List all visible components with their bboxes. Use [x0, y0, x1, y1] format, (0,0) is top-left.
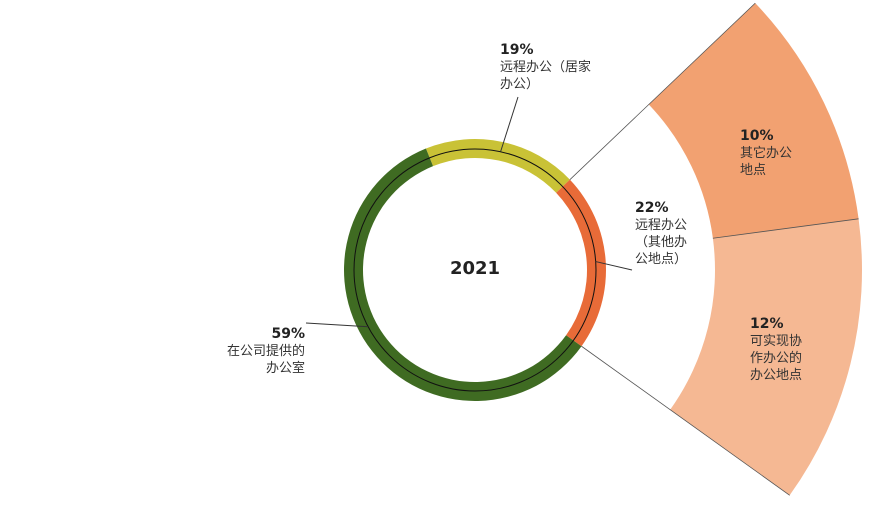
pct: 19% — [500, 42, 534, 58]
donut-slice — [425, 138, 570, 193]
leader-line — [595, 261, 633, 271]
label-other-remote: 22% 远程办公 （其他办 公地点） — [635, 200, 687, 268]
pct: 10% — [740, 128, 774, 144]
label-line: 办公室 — [265, 361, 305, 376]
connector-line — [569, 2, 756, 180]
label-other-locations: 10% 其它办公 地点 — [740, 128, 792, 179]
leader-line — [305, 322, 369, 328]
label-line: 可实现协 — [750, 334, 803, 349]
breakdown-slice — [648, 3, 859, 239]
label-line: （其他办 — [635, 235, 688, 250]
leader-line — [500, 96, 519, 152]
label-line: 作办公的 — [750, 351, 803, 366]
breakdown-divider — [712, 218, 859, 239]
label-coworking: 12% 可实现协 作办公的 办公地点 — [750, 316, 802, 384]
donut-slice — [556, 179, 606, 347]
pct: 22% — [635, 200, 669, 216]
label-line: 办公） — [500, 77, 540, 92]
label-line: 其它办公 — [740, 146, 793, 161]
pct: 12% — [750, 316, 784, 332]
pct: 59% — [271, 326, 305, 342]
breakdown-slice — [670, 218, 862, 496]
label-line: 在公司提供的 — [226, 344, 305, 359]
label-line: 地点 — [740, 163, 767, 178]
label-line: 公地点） — [635, 252, 688, 267]
center-label: 2021 — [449, 258, 501, 279]
donut-inner-ring-line — [353, 148, 597, 392]
label-line: 远程办公（居家 — [500, 60, 592, 75]
connector-line — [581, 345, 790, 496]
label-line: 远程办公 — [635, 218, 688, 233]
label-company-office: 59% 在公司提供的 办公室 — [213, 326, 305, 377]
label-home-office: 19% 远程办公（居家 办公） — [500, 42, 591, 93]
label-line: 办公地点 — [750, 368, 803, 383]
